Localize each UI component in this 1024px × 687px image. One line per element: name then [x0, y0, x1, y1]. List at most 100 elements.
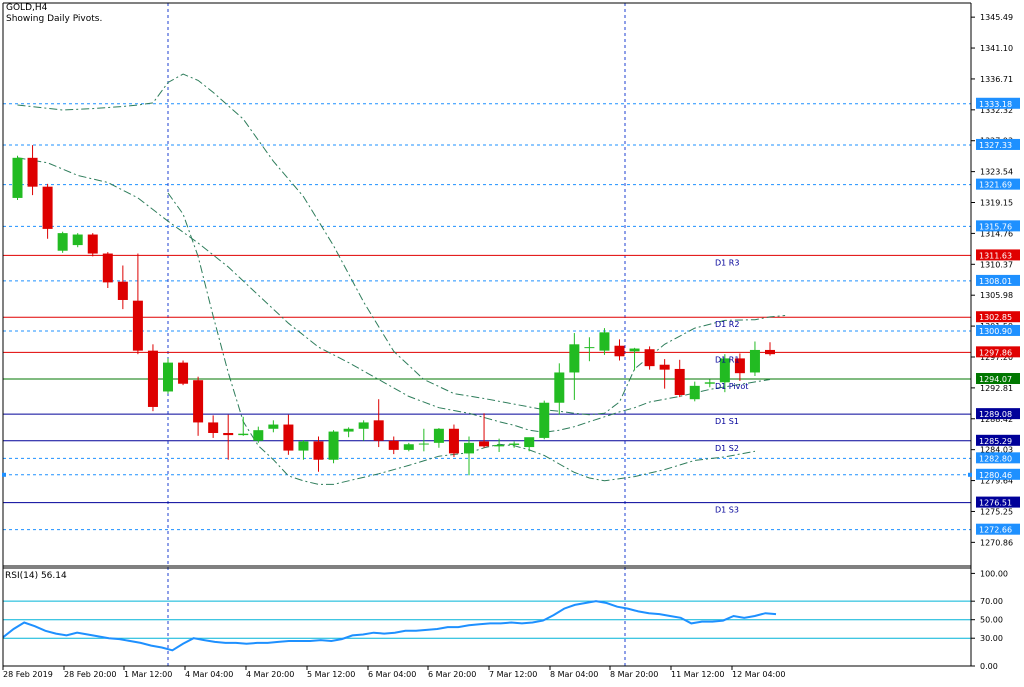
time-tick-label: 12 Mar 04:00 [732, 670, 785, 679]
price-box-label: 1276.51 [979, 499, 1012, 508]
candle-body [554, 372, 565, 403]
bear-candle [373, 399, 384, 448]
bear-candle [147, 344, 158, 412]
candle-body [433, 428, 444, 443]
pivot-label: D1 R1 [715, 355, 739, 364]
horizontal-grid-lines [3, 103, 971, 531]
time-tick-label: 28 Feb 20:00 [64, 670, 116, 679]
price-box [976, 408, 1020, 420]
time-tick-label: 7 Mar 12:00 [489, 670, 537, 679]
bull-candle [599, 328, 610, 355]
price-tick-label: 1345.49 [980, 13, 1013, 22]
bull-candle [749, 341, 760, 376]
price-tick-label: 1319.15 [980, 199, 1013, 208]
time-axis-labels: 28 Feb 2019 28 Feb 20:00 1 Mar 12:00 4 Mar … [2, 666, 785, 679]
pivot-label: D1 R3 [715, 258, 739, 267]
axes [2, 2, 972, 667]
candle-body [584, 347, 595, 349]
candle-body [494, 444, 505, 447]
bull-candle [418, 428, 429, 452]
bull-candle [403, 442, 414, 452]
price-box-label: 1302.85 [979, 313, 1012, 322]
bull-candle [494, 438, 505, 452]
pivot-lines [3, 254, 971, 504]
candle-body [644, 349, 655, 367]
pivot-label: D1 Pivot [715, 382, 748, 391]
symbol-title: GOLD,H4 [6, 3, 48, 13]
bear-candle [42, 183, 53, 239]
price-box-label: 1280.46 [979, 471, 1012, 480]
price-tick-label: 1305.98 [980, 291, 1013, 300]
rsi-tick-label: 30.00 [980, 634, 1003, 643]
pivot-labels: D1 R3 D1 R2 D1 R1 D1 Pivot D1 S1 D1 S2 D1 S3 [715, 258, 748, 514]
rsi-title: RSI(14) 56.14 [5, 571, 67, 581]
candle-body [403, 444, 414, 450]
candle-body [509, 443, 520, 445]
bull-candle [509, 441, 520, 448]
pivot-label: D1 R2 [715, 320, 739, 329]
candle-body [373, 420, 384, 441]
candle-body [27, 157, 38, 187]
bear-candle [479, 413, 490, 448]
price-box-label: 1297.86 [979, 348, 1012, 357]
bear-candle [223, 414, 234, 460]
candle-body [208, 422, 219, 433]
bollinger-middle-line [17, 157, 771, 433]
price-tick-label: 1332.32 [980, 106, 1013, 115]
candle-body [298, 441, 309, 451]
candle-body [719, 358, 730, 383]
bull-candle [253, 426, 264, 443]
bull-candle [298, 440, 309, 460]
bull-candle [238, 416, 249, 436]
price-tick-label: 1323.54 [980, 168, 1013, 177]
bull-candle [689, 381, 700, 402]
price-box [976, 373, 1020, 385]
candle-body [358, 422, 369, 429]
price-box-label: 1311.63 [979, 251, 1012, 260]
candle-body [689, 385, 700, 400]
candle-body [479, 441, 490, 447]
price-box [976, 468, 1020, 480]
price-box [976, 178, 1020, 190]
bull-candle [57, 231, 68, 253]
price-box [976, 311, 1020, 323]
price-tick-label: 1314.76 [980, 229, 1013, 238]
time-tick-label: 8 Mar 04:00 [550, 670, 598, 679]
bull-candle [584, 337, 595, 362]
price-boxes: 1333.18 1327.33 1321.69 1315.76 1311.63 1308.… [2, 97, 1020, 535]
price-box [976, 434, 1020, 446]
time-tick-label: 5 Mar 12:00 [307, 670, 355, 679]
bear-candle [644, 346, 655, 370]
candle-body [343, 428, 354, 432]
candle-body [629, 348, 640, 352]
candles [12, 145, 775, 476]
bear-candle [734, 353, 745, 381]
bull-candle [358, 420, 369, 441]
candle-body [569, 344, 580, 373]
bull-candle [464, 436, 474, 476]
rsi-tick-label: 0.00 [980, 662, 998, 671]
candle-body [238, 433, 249, 436]
bear-candle [765, 342, 775, 356]
bull-candle [163, 358, 173, 394]
price-tick-label: 1284.03 [980, 446, 1013, 455]
bear-candle [674, 359, 685, 398]
time-tick-label: 28 Feb 2019 [3, 670, 53, 679]
price-box [976, 97, 1020, 109]
rsi-tick-label: 50.00 [980, 616, 1003, 625]
candle-body [283, 424, 294, 451]
bear-candle [193, 376, 204, 436]
candle-body [12, 157, 23, 198]
rsi-line [2, 600, 777, 652]
candle-body [132, 300, 143, 351]
price-box-label: 1321.69 [979, 181, 1012, 190]
candle-body [72, 234, 83, 246]
price-box-label: 1315.76 [979, 222, 1012, 231]
candle-body [253, 430, 264, 441]
indicator-subtitle: Showing Daily Pivots. [6, 14, 103, 24]
candle-body [464, 442, 474, 454]
time-tick-label: 1 Mar 12:00 [124, 670, 172, 679]
time-tick-label: 4 Mar 20:00 [246, 670, 294, 679]
price-box-label: 1333.18 [979, 100, 1012, 109]
